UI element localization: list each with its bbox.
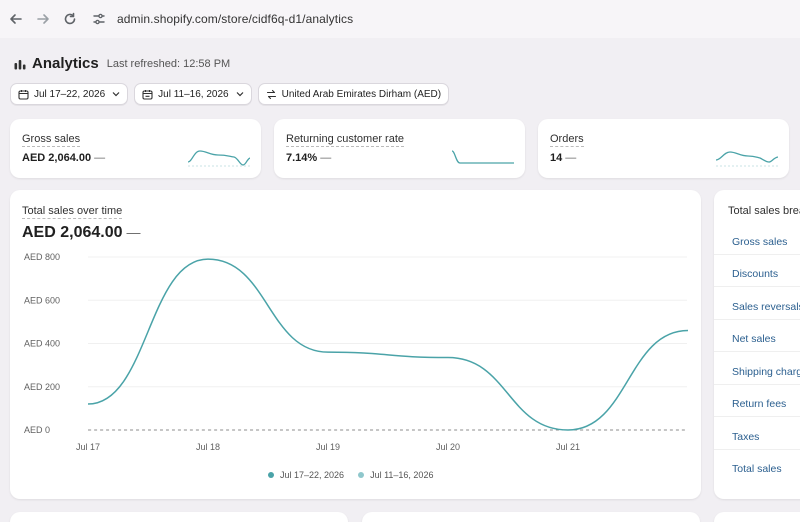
address-bar[interactable]: admin.shopify.com/store/cidf6q-d1/analyt… [89, 5, 353, 33]
chart-total: AED 2,064.00— [22, 224, 141, 241]
current-series-line [87, 258, 689, 431]
page-title: Analytics [32, 54, 99, 72]
compare-range-label: Jul 11–16, 2026 [158, 88, 229, 100]
url-text[interactable]: admin.shopify.com/store/cidf6q-d1/analyt… [117, 12, 354, 26]
browser-toolbar: admin.shopify.com/store/cidf6q-d1/analyt… [0, 0, 800, 38]
x-tick-label: Jul 21 [556, 442, 580, 452]
date-range-picker[interactable]: Jul 17–22, 2026 [10, 83, 129, 105]
legend-item-comparison[interactable]: Jul 11–16, 2026 [358, 470, 433, 480]
page-header: Analytics Last refreshed: 12:58 PM [14, 52, 230, 74]
x-tick-label: Jul 20 [436, 442, 460, 452]
x-tick-label: Jul 17 [76, 442, 100, 452]
breakdown-item-return-fees[interactable]: Return fees [732, 398, 787, 410]
legend-item-current[interactable]: Jul 17–22, 2026 [268, 470, 344, 480]
sparkline [188, 150, 250, 167]
y-tick-label: AED 800 [24, 252, 60, 262]
metric-label: Gross sales [22, 133, 81, 147]
forward-icon[interactable] [32, 8, 54, 30]
metric-card-returning-customer-rate[interactable]: Returning customer rate 7.14% — [274, 119, 525, 178]
metric-value: 14— [550, 152, 577, 164]
metric-value: 7.14% — [286, 152, 332, 164]
sparkline [452, 150, 514, 164]
currency-exchange-icon [266, 89, 277, 100]
y-tick-label: AED 0 [24, 425, 50, 435]
metric-card-orders[interactable]: Orders 14— [538, 119, 789, 178]
breakdown-item-taxes[interactable]: Taxes [732, 431, 760, 443]
breakdown-item-net-sales[interactable]: Net sales [732, 333, 776, 345]
sales-line-chart: AED 800 AED 600 AED 400 AED 200 AED 0 Jul 17 J… [24, 252, 689, 452]
breakdown-item-total-sales[interactable]: Total sales [732, 463, 782, 475]
divider [714, 351, 800, 352]
lower-card [714, 512, 800, 522]
legend-label: Jul 11–16, 2026 [370, 470, 434, 480]
site-settings-icon[interactable] [89, 12, 109, 26]
calendar-icon [18, 89, 29, 100]
lower-card [10, 512, 348, 522]
divider [714, 254, 800, 255]
y-tick-label: AED 600 [24, 295, 60, 305]
x-tick-label: Jul 19 [316, 442, 340, 452]
sales-breakdown-card: Total sales breakdown Gross sales Discou… [714, 190, 800, 499]
metric-label: Returning customer rate [286, 133, 404, 147]
sparkline [716, 151, 778, 167]
divider [714, 384, 800, 385]
metric-card-gross-sales[interactable]: Gross sales AED 2,064.00— [10, 119, 261, 178]
divider [714, 416, 800, 417]
breakdown-item-gross-sales[interactable]: Gross sales [732, 236, 788, 248]
breakdown-title: Total sales breakdown [728, 205, 800, 217]
divider [714, 319, 800, 320]
chart-legend: Jul 17–22, 2026 Jul 11–16, 2026 [268, 470, 433, 480]
legend-label: Jul 17–22, 2026 [280, 470, 345, 480]
currency-label: United Arab Emirates Dirham (AED) [281, 88, 442, 100]
chevron-down-icon [236, 91, 244, 97]
chevron-down-icon [112, 91, 120, 97]
breakdown-item-shipping-charges[interactable]: Shipping charges [732, 366, 800, 378]
reload-icon[interactable] [59, 8, 81, 30]
total-sales-chart-card: Total sales over time AED 2,064.00— AED … [10, 190, 701, 499]
back-icon[interactable] [5, 8, 27, 30]
filter-bar: Jul 17–22, 2026 Jul 11–16, 2026 United A… [10, 83, 450, 105]
legend-dot [358, 472, 365, 478]
y-tick-label: AED 400 [24, 339, 60, 349]
legend-dot [268, 472, 274, 478]
divider [714, 449, 800, 450]
compare-range-picker[interactable]: Jul 11–16, 2026 [134, 83, 252, 105]
calendar-compare-icon [142, 89, 153, 100]
divider [714, 286, 800, 287]
breakdown-item-discounts[interactable]: Discounts [732, 268, 779, 280]
x-tick-label: Jul 18 [196, 442, 220, 452]
lower-card [362, 512, 700, 522]
metric-label: Orders [550, 133, 584, 147]
breakdown-item-sales-reversals[interactable]: Sales reversals [732, 301, 800, 313]
analytics-icon [14, 56, 28, 70]
y-tick-label: AED 200 [24, 382, 60, 392]
metric-value: AED 2,064.00— [22, 152, 106, 164]
currency-selector[interactable]: United Arab Emirates Dirham (AED) [257, 83, 450, 105]
chart-title: Total sales over time [22, 205, 123, 219]
last-refreshed-text: Last refreshed: 12:58 PM [106, 58, 231, 70]
date-range-label: Jul 17–22, 2026 [34, 88, 106, 100]
